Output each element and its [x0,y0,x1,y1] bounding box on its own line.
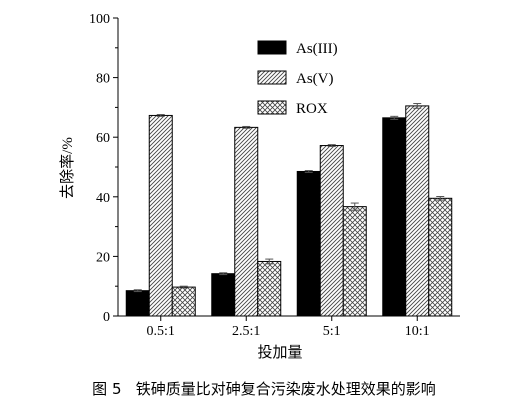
bar-solid [211,273,236,317]
y-tick-label: 80 [96,72,110,87]
bar-crosshatch [171,286,196,317]
bar-crosshatch [257,260,282,317]
x-tick-label: 5:1 [323,324,341,339]
bar-solid [382,117,407,317]
y-tick-label: 40 [96,191,110,206]
legend-label: As(V) [296,71,334,87]
x-axis-label: 投加量 [257,344,302,361]
figure-label: 图 5 [92,380,122,398]
bar-diagonal [405,105,430,317]
bar-diagonal [319,145,344,317]
y-tick-label: 20 [96,250,110,265]
x-tick-label: 10:1 [405,324,430,339]
x-tick-label: 2.5:1 [232,324,260,339]
bar-solid [125,290,150,317]
y-tick-label: 60 [96,131,110,146]
bar-diagonal [148,114,173,317]
bar-chart: 0 20 40 60 80 100 0.5:1 2.5:1 5:1 10:1 As(III) As(V… [59,12,460,361]
bar-solid [296,170,321,317]
y-tick-label: 0 [103,310,110,325]
y-axis-label: 去除率/% [59,137,76,199]
bar-crosshatch [428,197,453,317]
legend-swatch-solid [257,40,287,55]
figure-caption-text: 铁砷质量比对砷复合污染废水处理效果的影响 [135,380,436,398]
figure-caption: 图 5 铁砷质量比对砷复合污染废水处理效果的影响 [0,378,528,399]
bar-crosshatch [342,206,367,317]
legend-label: As(III) [296,41,338,57]
bar-diagonal [234,126,259,317]
y-tick-label: 100 [89,12,110,27]
legend-swatch-diagonal [257,70,287,85]
x-tick-label: 0.5:1 [147,324,175,339]
legend-swatch-crosshatch [257,100,287,115]
legend-label: ROX [296,101,328,117]
